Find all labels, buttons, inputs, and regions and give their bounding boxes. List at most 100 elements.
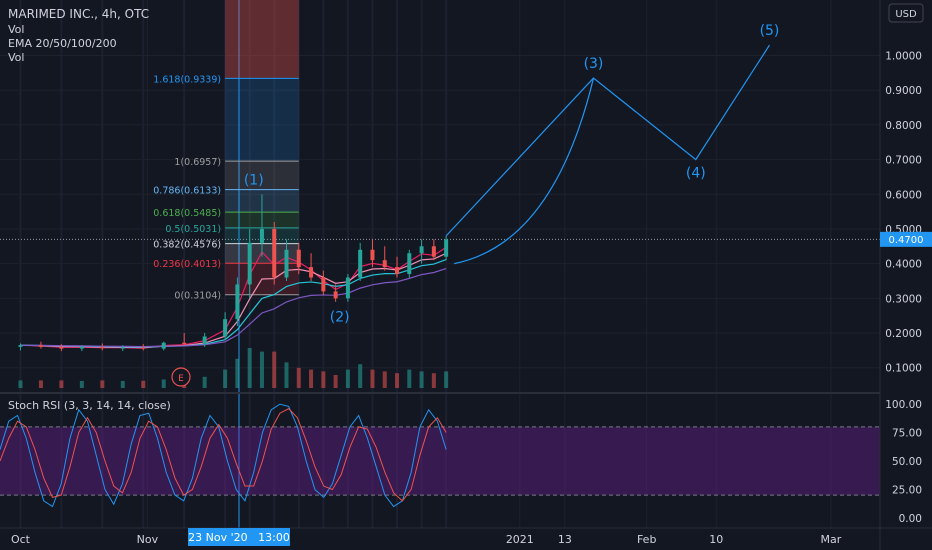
candle-body <box>431 246 436 257</box>
legend-vol[interactable]: Vol <box>8 23 24 36</box>
candle-body <box>419 246 424 254</box>
stoch-tick-label: 50.00 <box>892 456 922 468</box>
time-tick-label: 13 <box>558 533 572 546</box>
volume-bar <box>333 375 338 388</box>
volume-bar <box>284 362 289 388</box>
volume-bar <box>38 380 43 388</box>
volume-bar <box>395 373 400 388</box>
volume-bar <box>141 380 146 388</box>
fib-level-label: 1.618(0.9339) <box>153 74 221 85</box>
volume-bar <box>370 369 375 388</box>
legend-vol-2[interactable]: Vol <box>8 51 24 64</box>
volume-bars <box>18 348 449 388</box>
elliott-projection <box>445 44 770 237</box>
candle-body <box>161 342 166 349</box>
time-tick-label: Oct <box>11 533 31 546</box>
candle-body <box>259 228 264 243</box>
volume-bar <box>100 380 105 388</box>
stoch-rsi-title[interactable]: Stoch RSI (3, 3, 14, 14, close) <box>8 399 171 412</box>
candle-body <box>202 336 207 345</box>
fib-zone <box>225 78 299 162</box>
candle-body <box>309 267 314 278</box>
candle-body <box>182 342 187 345</box>
elliott-wave-label[interactable]: (3) <box>584 56 604 72</box>
earnings-event-label[interactable]: E <box>178 374 184 384</box>
candle-body <box>296 249 301 268</box>
currency-button[interactable] <box>888 3 924 23</box>
fib-level-label: 0.5(0.5031) <box>165 224 221 235</box>
candle-body <box>18 345 23 347</box>
time-tick-label: Feb <box>637 533 656 546</box>
fib-level-label: 0.618(0.5485) <box>153 208 221 219</box>
time-tick-label: Nov <box>137 533 159 546</box>
elliott-wave: (1) (2) (3) (4) (5) <box>244 23 780 325</box>
volume-bar <box>272 351 277 388</box>
stoch-tick-label: 75.00 <box>892 428 922 440</box>
fib-level-label: 0(0.3104) <box>174 291 221 302</box>
last-price-value: 0.4700 <box>889 235 924 246</box>
stoch-rsi-pane <box>0 403 880 508</box>
earnings-event-marker[interactable] <box>171 367 191 387</box>
candle-body <box>345 277 350 299</box>
volume-bar <box>202 376 207 388</box>
elliott-wave-label[interactable]: (1) <box>244 172 264 188</box>
fib-zone-upper <box>225 0 299 79</box>
price-tick-label: 0.9000 <box>885 85 922 97</box>
time-tick-label: Mar <box>821 533 842 546</box>
candle-body <box>235 284 240 320</box>
volume-bar <box>247 348 252 388</box>
volume-bar <box>407 369 412 388</box>
price-tick-label: 0.4000 <box>885 259 922 271</box>
crosshair-date-value: 23 Nov '20 13:00 <box>188 531 290 544</box>
price-tick-label: 0.3000 <box>885 293 922 305</box>
candle-body <box>223 319 228 337</box>
symbol-title[interactable]: MARIMED INC., 4h, OTC <box>8 7 149 21</box>
candle-body <box>79 346 84 349</box>
price-tick-label: 0.6000 <box>885 189 922 201</box>
stoch-tick-label: 0.00 <box>899 513 922 525</box>
volume-bar <box>345 369 350 388</box>
ema-line <box>20 268 447 348</box>
volume-bar <box>59 380 64 388</box>
volume-bar <box>431 373 436 388</box>
fib-zone <box>225 161 299 190</box>
candle-body <box>120 347 125 349</box>
candle-body <box>370 249 375 261</box>
fib-level-label: 0.236(0.4013) <box>153 259 221 270</box>
candle-body <box>247 242 252 285</box>
volume-bar <box>444 371 449 388</box>
volume-bar <box>161 379 166 388</box>
candle-body <box>100 346 105 349</box>
price-tick-label: 0.7000 <box>885 155 922 167</box>
price-tick-label: 0.8000 <box>885 120 922 132</box>
legend-ema[interactable]: EMA 20/50/100/200 <box>8 37 117 50</box>
elliott-wave-label[interactable]: (4) <box>686 166 706 182</box>
volume-bar <box>321 371 326 388</box>
candle-body <box>141 347 146 349</box>
crosshair-date-tag <box>188 528 290 546</box>
volume-bar <box>358 364 363 388</box>
stoch-k-line <box>0 403 447 508</box>
candle-body <box>395 267 400 275</box>
volume-bar <box>120 380 125 388</box>
candle-body <box>321 277 326 292</box>
volume-bar <box>79 380 84 388</box>
stoch-band <box>0 426 880 496</box>
elliott-wave-label[interactable]: (5) <box>760 23 780 39</box>
volume-bar <box>223 369 228 388</box>
candle-body <box>358 249 363 278</box>
time-tick-label: 10 <box>709 533 723 546</box>
currency-label[interactable]: USD <box>895 9 917 20</box>
candle-body <box>272 228 277 278</box>
volume-bar <box>18 380 23 388</box>
volume-bar <box>309 369 314 388</box>
candle-body <box>382 260 387 268</box>
fib-level-label: 0.382(0.4576) <box>153 240 221 251</box>
candle-body <box>407 253 412 275</box>
price-tick-label: 0.2000 <box>885 328 922 340</box>
stoch-tick-label: 25.00 <box>892 484 922 496</box>
price-tick-label: 0.1000 <box>885 363 922 375</box>
elliott-wave-label[interactable]: (2) <box>330 310 350 326</box>
